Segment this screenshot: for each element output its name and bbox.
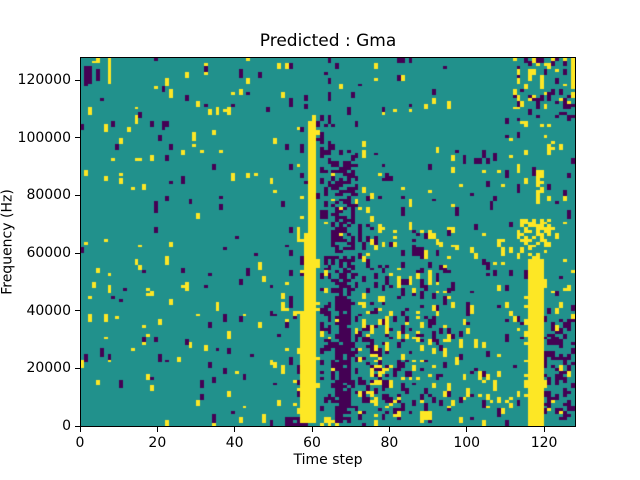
x-tick-label: 60 <box>303 435 321 451</box>
y-tick-label: 100000 <box>17 129 71 146</box>
x-tick-label: 20 <box>148 435 167 451</box>
x-tick-label: 40 <box>225 435 244 451</box>
x-tick-label: 0 <box>75 435 85 451</box>
y-tick-mark <box>75 310 80 312</box>
x-tick-mark <box>311 427 313 432</box>
x-tick-mark <box>156 427 158 432</box>
x-axis: 0 20 40 60 80 100 120 <box>76 427 576 467</box>
y-tick-label: 60000 <box>26 245 71 262</box>
y-tick-mark <box>75 137 80 139</box>
x-tick-label: 120 <box>530 435 558 451</box>
x-tick-label: 80 <box>380 435 399 451</box>
x-tick-mark <box>466 427 468 432</box>
x-tick-mark <box>79 427 81 432</box>
y-tick-mark <box>75 252 80 254</box>
x-tick-mark <box>388 427 390 432</box>
y-tick-mark <box>75 79 80 81</box>
y-tick-mark <box>75 194 80 196</box>
x-tick-mark <box>234 427 236 432</box>
plot-frame <box>80 57 576 427</box>
x-tick-mark <box>543 427 545 432</box>
y-tick-mark <box>75 425 80 427</box>
y-tick-label: 40000 <box>26 302 71 319</box>
x-axis-label: Time step <box>293 452 363 468</box>
x-tick-label: 100 <box>453 435 481 451</box>
y-axis: 0 20000 40000 60000 80000 100000 120000 <box>0 57 80 434</box>
y-tick-mark <box>75 367 80 369</box>
y-tick-label: 80000 <box>26 187 71 204</box>
y-axis-label: Frequency (Hz) <box>0 189 16 295</box>
y-tick-label: 0 <box>62 418 71 434</box>
y-tick-label: 120000 <box>17 72 71 89</box>
y-tick-label: 20000 <box>26 360 71 377</box>
chart-title: Predicted : Gma <box>259 31 397 51</box>
heatmap-canvas <box>81 58 575 426</box>
